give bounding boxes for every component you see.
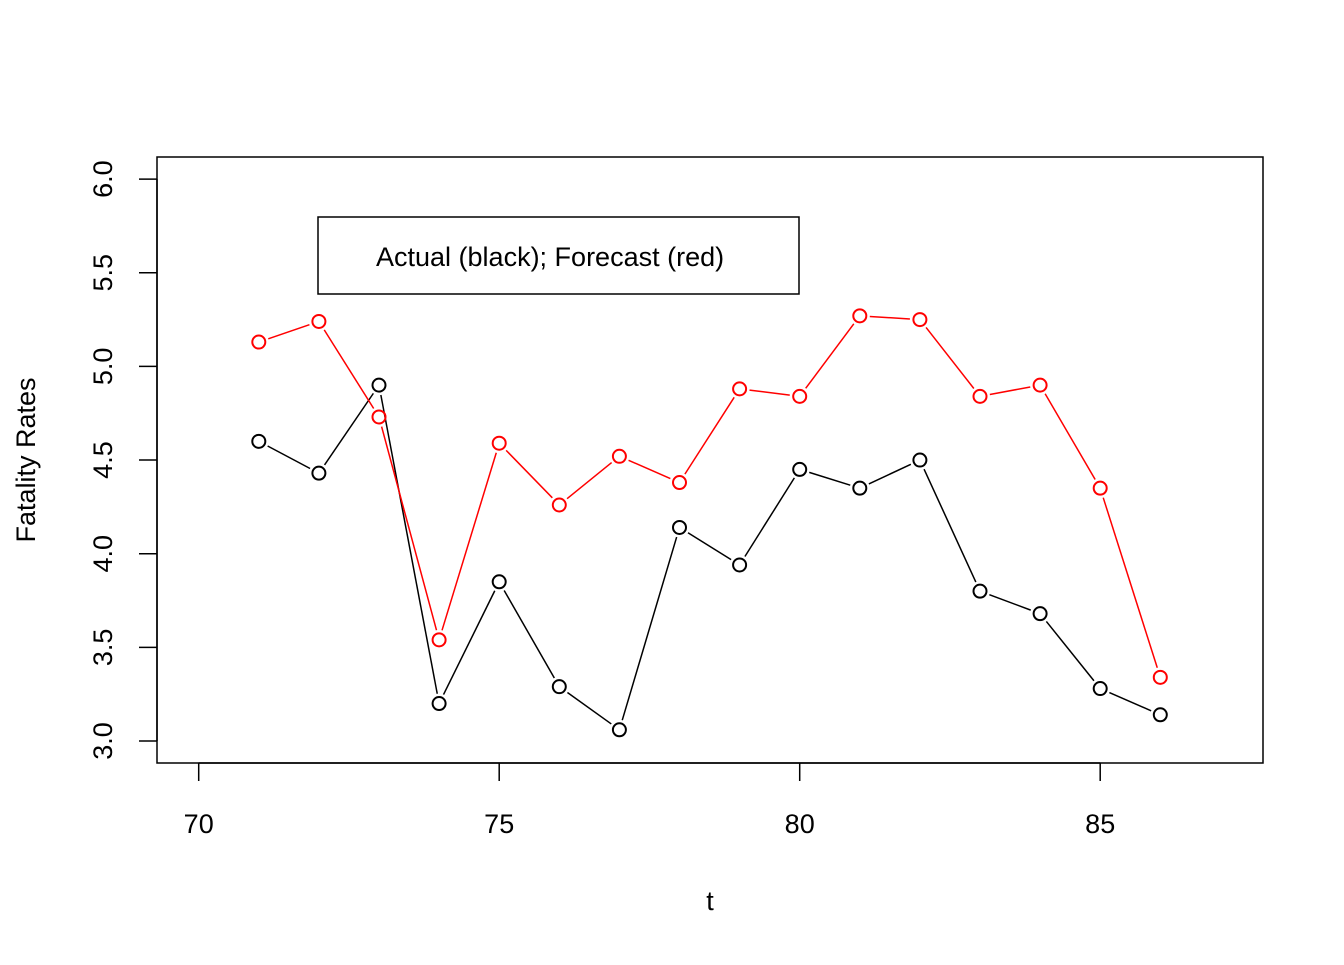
data-point: [251, 433, 267, 449]
data-point: [491, 435, 507, 451]
data-point: [551, 679, 567, 695]
series-segment: [505, 449, 553, 499]
series-segment: [323, 392, 374, 466]
data-point: [852, 480, 868, 496]
series-segment: [267, 445, 311, 470]
y-tick-label: 4.5: [88, 441, 118, 479]
series-segment: [621, 536, 678, 721]
series-segment: [380, 426, 438, 631]
series-segment: [989, 593, 1031, 611]
data-point: [672, 475, 687, 491]
series-segment: [566, 691, 612, 725]
data-point: [611, 722, 627, 738]
y-axis-title: Fatality Rates: [11, 377, 41, 542]
data-point: [792, 388, 808, 404]
data-point: [1092, 480, 1108, 496]
y-tick-label: 5.0: [88, 348, 118, 386]
series-segment: [749, 389, 790, 396]
series-segment: [923, 468, 977, 583]
series-segment: [1109, 691, 1152, 712]
data-point: [251, 334, 267, 350]
legend-box: [317, 216, 800, 295]
series-segment: [628, 459, 671, 480]
series-segment: [1045, 620, 1095, 682]
data-point: [912, 312, 928, 328]
series-segment: [684, 396, 735, 475]
series-segment: [809, 471, 851, 486]
data-point: [792, 461, 808, 477]
data-point: [1032, 377, 1048, 393]
series-layer: [251, 308, 1168, 738]
series-segment: [503, 590, 555, 679]
y-tick-label: 5.5: [88, 254, 118, 292]
series-1: [251, 377, 1168, 738]
data-point: [972, 388, 988, 404]
y-tick-label: 4.0: [88, 535, 118, 573]
data-point: [732, 557, 748, 573]
series-segment: [687, 532, 732, 561]
data-point: [912, 452, 928, 468]
series-segment: [805, 323, 855, 389]
x-tick-label: 85: [1085, 809, 1115, 839]
data-point: [491, 574, 507, 590]
y-axis: 3.0 3.5 4.0 4.5 5.0 5.5 6.0: [88, 160, 158, 760]
x-tick-label: 70: [184, 809, 214, 839]
data-point: [672, 519, 687, 535]
series-segment: [380, 394, 438, 694]
data-point: [431, 632, 447, 648]
x-axis: 70 75 80 85: [184, 762, 1115, 839]
data-point: [1152, 707, 1168, 723]
series-segment: [925, 326, 975, 389]
data-point: [551, 497, 567, 513]
data-point: [311, 313, 327, 329]
series-segment: [868, 463, 912, 485]
y-tick-label: 6.0: [88, 160, 118, 198]
series-segment: [442, 590, 496, 695]
data-point: [732, 381, 748, 397]
series-segment: [989, 386, 1031, 396]
data-point: [611, 448, 627, 464]
series-segment: [566, 462, 613, 500]
series-segment: [268, 323, 310, 340]
y-tick-label: 3.0: [88, 722, 118, 760]
data-point: [311, 465, 327, 481]
x-tick-label: 80: [785, 809, 815, 839]
series-2: [251, 308, 1168, 685]
data-point: [852, 308, 868, 324]
series-segment: [1102, 497, 1158, 669]
data-point: [371, 377, 387, 393]
series-segment: [1044, 393, 1096, 480]
data-point: [972, 583, 988, 599]
series-segment: [869, 315, 910, 320]
legend-text: Actual (black); Forecast (red): [376, 242, 724, 272]
data-point: [371, 409, 387, 425]
legend: Actual (black); Forecast (red): [317, 216, 800, 295]
y-tick-label: 3.5: [88, 629, 118, 667]
data-point: [431, 696, 447, 712]
series-segment: [323, 329, 375, 409]
x-axis-title: t: [706, 886, 714, 916]
x-tick-label: 75: [484, 809, 514, 839]
series-segment: [441, 452, 497, 631]
data-point: [1032, 606, 1048, 622]
series-segment: [744, 477, 796, 557]
data-point: [1092, 681, 1108, 697]
data-point: [1152, 669, 1168, 685]
